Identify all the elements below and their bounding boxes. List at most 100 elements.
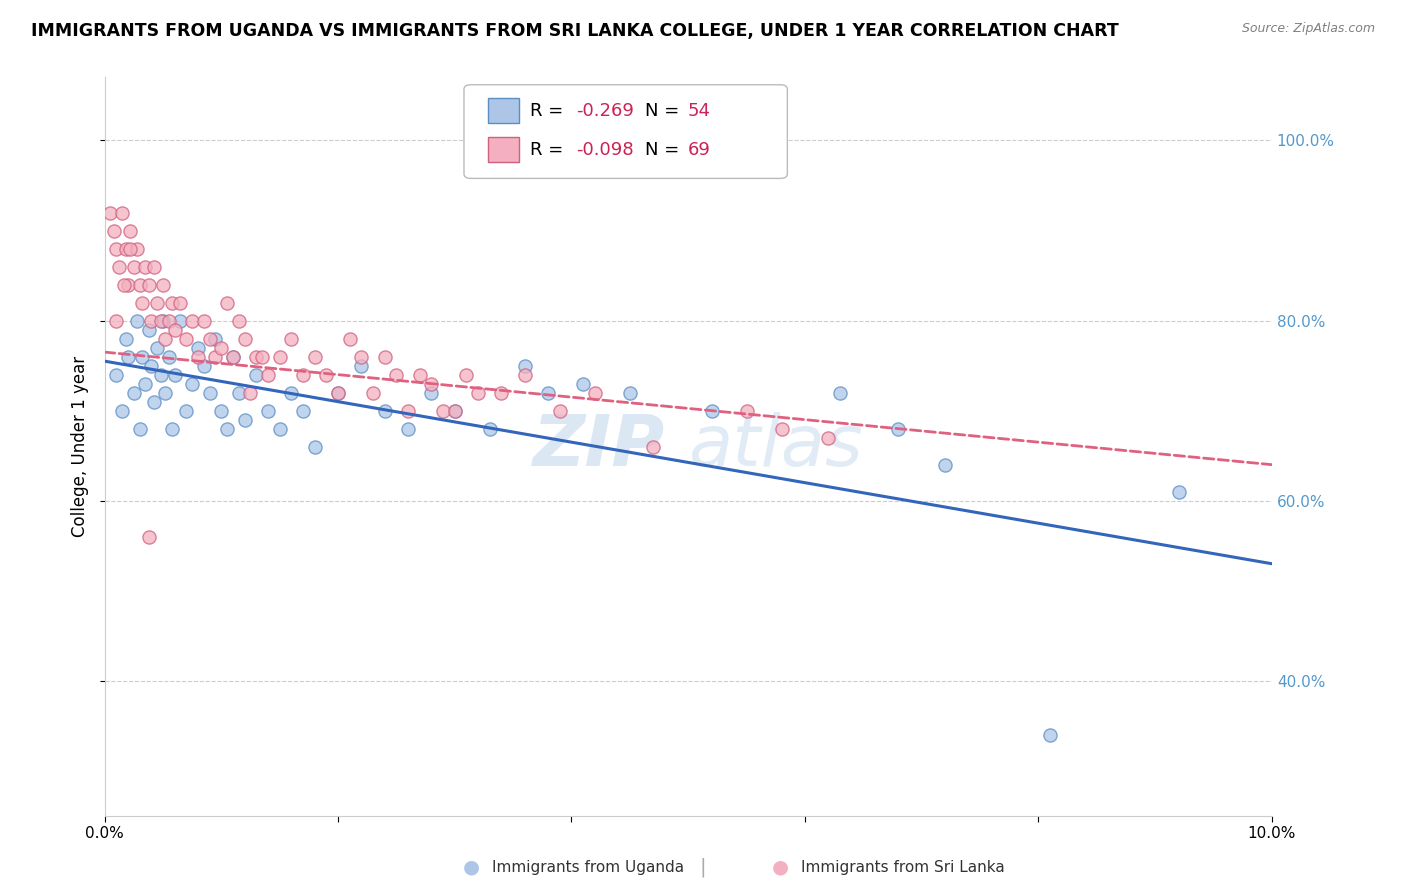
Point [1167, 484, 1189, 499]
Point [291, 368, 314, 382]
Point [134, 376, 156, 391]
Point [198, 332, 221, 346]
Text: IMMIGRANTS FROM UGANDA VS IMMIGRANTS FROM SRI LANKA COLLEGE, UNDER 1 YEAR CORREL: IMMIGRANTS FROM UGANDA VS IMMIGRANTS FRO… [31, 22, 1119, 40]
Point [257, 368, 280, 382]
Point [160, 422, 183, 436]
Point [513, 368, 536, 382]
Point [374, 350, 396, 364]
Point [155, 385, 177, 400]
Point [103, 223, 125, 237]
Point [228, 385, 250, 400]
Text: Immigrants from Uganda: Immigrants from Uganda [492, 860, 685, 874]
Point [374, 403, 396, 417]
Point [141, 359, 163, 373]
Point [204, 332, 226, 346]
Point [222, 350, 245, 364]
Point [138, 277, 160, 292]
Point [138, 323, 160, 337]
Point [1039, 728, 1062, 742]
Point [233, 332, 256, 346]
Text: Immigrants from Sri Lanka: Immigrants from Sri Lanka [801, 860, 1005, 874]
Point [269, 350, 291, 364]
Point [217, 295, 239, 310]
Text: 54: 54 [688, 102, 710, 120]
Point [111, 403, 134, 417]
Point [467, 385, 489, 400]
Point [105, 313, 128, 327]
Point [385, 368, 408, 382]
Point [181, 313, 204, 327]
Point [257, 403, 280, 417]
Point [122, 385, 145, 400]
Point [280, 332, 302, 346]
Point [117, 350, 139, 364]
Text: atlas: atlas [688, 412, 863, 481]
Point [396, 422, 419, 436]
Point [291, 403, 314, 417]
Point [98, 205, 121, 219]
Point [513, 359, 536, 373]
Point [120, 223, 142, 237]
Y-axis label: College, Under 1 year: College, Under 1 year [72, 356, 89, 537]
Point [155, 332, 177, 346]
Point [198, 385, 221, 400]
Point [326, 385, 349, 400]
Point [120, 242, 142, 256]
Point [420, 385, 443, 400]
Point [443, 403, 465, 417]
Point [239, 385, 262, 400]
Point [163, 368, 186, 382]
Point [228, 313, 250, 327]
Point [174, 403, 197, 417]
Text: -0.098: -0.098 [576, 141, 634, 159]
Point [887, 422, 910, 436]
Point [107, 260, 129, 274]
Point [217, 422, 239, 436]
Point [245, 350, 267, 364]
Text: R =: R = [530, 102, 569, 120]
Point [817, 431, 839, 445]
Point [163, 323, 186, 337]
Point [304, 440, 326, 454]
Point [643, 440, 665, 454]
Point [193, 359, 215, 373]
Point [157, 313, 180, 327]
Point [160, 295, 183, 310]
Point [128, 422, 150, 436]
Text: N =: N = [645, 141, 685, 159]
Point [548, 403, 571, 417]
Point [619, 385, 641, 400]
Text: R =: R = [530, 141, 569, 159]
Point [339, 332, 361, 346]
Point [432, 403, 454, 417]
Point [315, 368, 337, 382]
Point [350, 350, 373, 364]
Point [735, 403, 758, 417]
Point [396, 403, 419, 417]
Point [233, 412, 256, 426]
Point [181, 376, 204, 391]
Text: -0.269: -0.269 [576, 102, 634, 120]
Text: ●: ● [463, 857, 479, 877]
Point [152, 313, 174, 327]
Point [209, 341, 232, 355]
Text: N =: N = [645, 102, 685, 120]
Text: ZIP: ZIP [533, 412, 665, 481]
Point [142, 260, 165, 274]
Point [142, 394, 165, 409]
Point [250, 350, 273, 364]
Point [152, 277, 174, 292]
Point [420, 376, 443, 391]
Point [269, 422, 291, 436]
Point [141, 313, 163, 327]
Point [478, 422, 501, 436]
Point [131, 350, 153, 364]
Point [409, 368, 432, 382]
Point [105, 368, 128, 382]
Point [934, 458, 956, 472]
Point [169, 295, 191, 310]
Point [114, 242, 136, 256]
Point [700, 403, 723, 417]
Point [350, 359, 373, 373]
Point [122, 260, 145, 274]
